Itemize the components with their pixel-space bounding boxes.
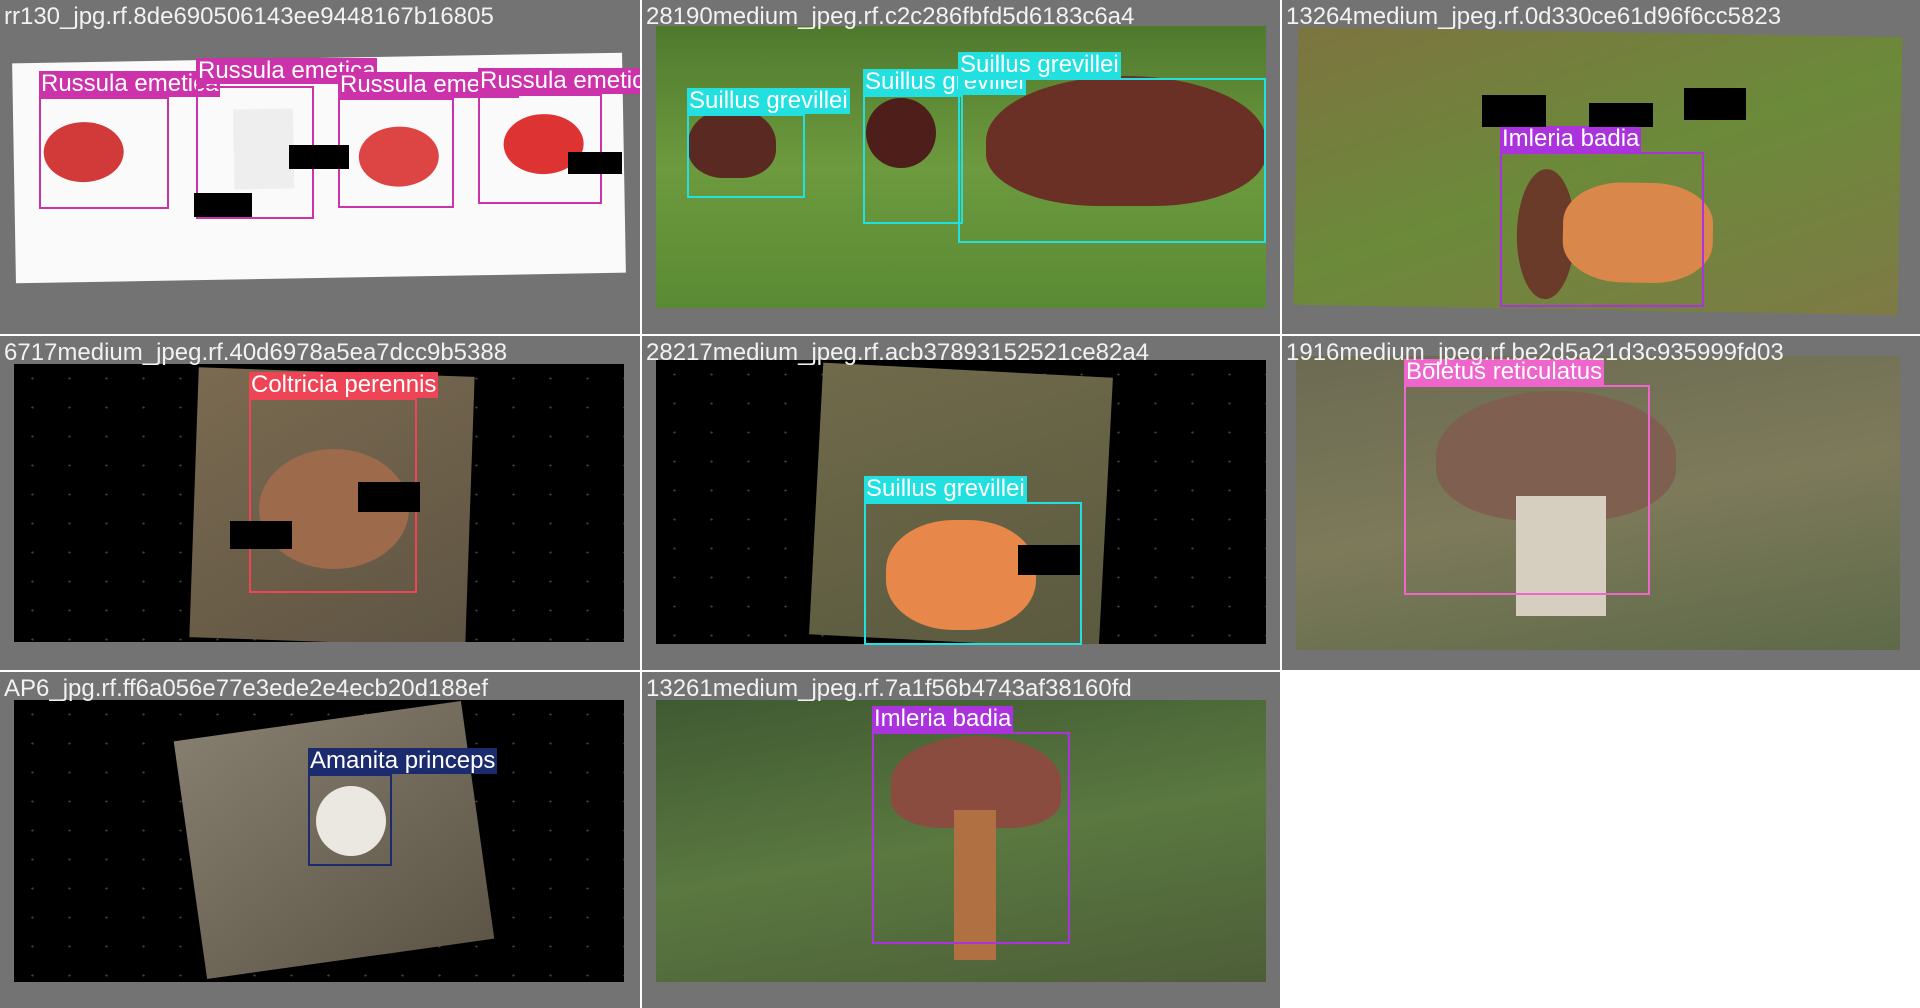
tile-filename: 28190medium_jpeg.rf.c2c286fbfd5d6183c6a4 bbox=[646, 3, 1135, 30]
redaction-block bbox=[1589, 103, 1653, 127]
redaction-block bbox=[1018, 545, 1080, 575]
tile-5[interactable]: Boletus reticulatus 1916medium_jpeg.rf.b… bbox=[1282, 336, 1920, 670]
redaction-block bbox=[194, 193, 252, 217]
box-label: Russula emetica bbox=[478, 68, 640, 94]
tile-3[interactable]: Coltricia perennis 6717medium_jpeg.rf.40… bbox=[0, 336, 640, 670]
box-label: Amanita princeps bbox=[308, 747, 498, 774]
box-label: Russula emetica bbox=[39, 70, 221, 97]
bounding-box[interactable]: Amanita princeps bbox=[308, 748, 498, 866]
bounding-box[interactable]: Imleria badia bbox=[872, 706, 1070, 944]
redaction-block bbox=[1684, 88, 1746, 120]
tile-filename: 13261medium_jpeg.rf.7a1f56b4743af38160fd bbox=[646, 675, 1132, 702]
box-label: Imleria badia bbox=[872, 705, 1014, 732]
tile-photo bbox=[656, 700, 1266, 982]
tile-photo bbox=[1296, 356, 1900, 650]
tile-filename: 28217medium_jpeg.rf.acb37893152521ce82a4 bbox=[646, 339, 1150, 366]
redaction-block bbox=[230, 521, 292, 549]
redaction-block bbox=[289, 145, 349, 169]
bounding-box[interactable]: Russula emetica bbox=[338, 72, 520, 208]
tile-filename: 6717medium_jpeg.rf.40d6978a5ea7dcc9b5388 bbox=[4, 339, 508, 366]
bounding-box[interactable]: Suillus grevillei bbox=[687, 88, 850, 198]
redaction-block bbox=[568, 152, 622, 174]
box-label: Suillus grevillei bbox=[687, 87, 850, 114]
tile-4[interactable]: Suillus grevillei 28217medium_jpeg.rf.ac… bbox=[642, 336, 1280, 670]
tile-6[interactable]: Amanita princeps AP6_jpg.rf.ff6a056e77e3… bbox=[0, 672, 640, 1008]
tile-filename: 13264medium_jpeg.rf.0d330ce61d96f6cc5823 bbox=[1286, 3, 1782, 30]
redaction-block bbox=[358, 482, 420, 512]
tile-2[interactable]: Imleria badia 13264medium_jpeg.rf.0d330c… bbox=[1282, 0, 1920, 334]
bounding-box[interactable]: Imleria badia bbox=[1500, 126, 1704, 307]
box-label: Suillus grevillei bbox=[958, 51, 1121, 78]
tile-7[interactable]: Imleria badia 13261medium_jpeg.rf.7a1f56… bbox=[642, 672, 1280, 1008]
box-label: Coltricia perennis bbox=[249, 371, 439, 398]
bounding-box[interactable]: Suillus grevillei bbox=[958, 52, 1266, 243]
redaction-block bbox=[1482, 95, 1546, 127]
bounding-box[interactable]: Russula emetica bbox=[478, 68, 640, 204]
box-label: Imleria badia bbox=[1500, 125, 1642, 152]
tile-1[interactable]: Suillus grevillei Suillus grevillei Suil… bbox=[642, 0, 1280, 334]
box-label: Suillus grevillei bbox=[864, 475, 1027, 502]
tile-filename: rr130_jpg.rf.8de690506143ee9448167b16805 bbox=[4, 3, 494, 30]
tile-photo bbox=[14, 364, 624, 642]
tile-0[interactable]: Russula emetica Russula emetica Russula … bbox=[0, 0, 640, 334]
bounding-box[interactable]: Suillus grevillei bbox=[863, 69, 1026, 224]
bounding-box[interactable]: Boletus reticulatus bbox=[1404, 359, 1650, 595]
tile-filename: 1916medium_jpeg.rf.be2d5a21d3c935999fd03 bbox=[1286, 339, 1784, 366]
box-label: Boletus reticulatus bbox=[1404, 358, 1605, 385]
tile-photo bbox=[14, 700, 624, 982]
bounding-box[interactable]: Suillus grevillei bbox=[864, 476, 1082, 645]
tile-filename: AP6_jpg.rf.ff6a056e77e3ede2e4ecb20d188ef bbox=[4, 675, 488, 702]
bounding-box[interactable]: Russula emetica bbox=[39, 71, 221, 209]
